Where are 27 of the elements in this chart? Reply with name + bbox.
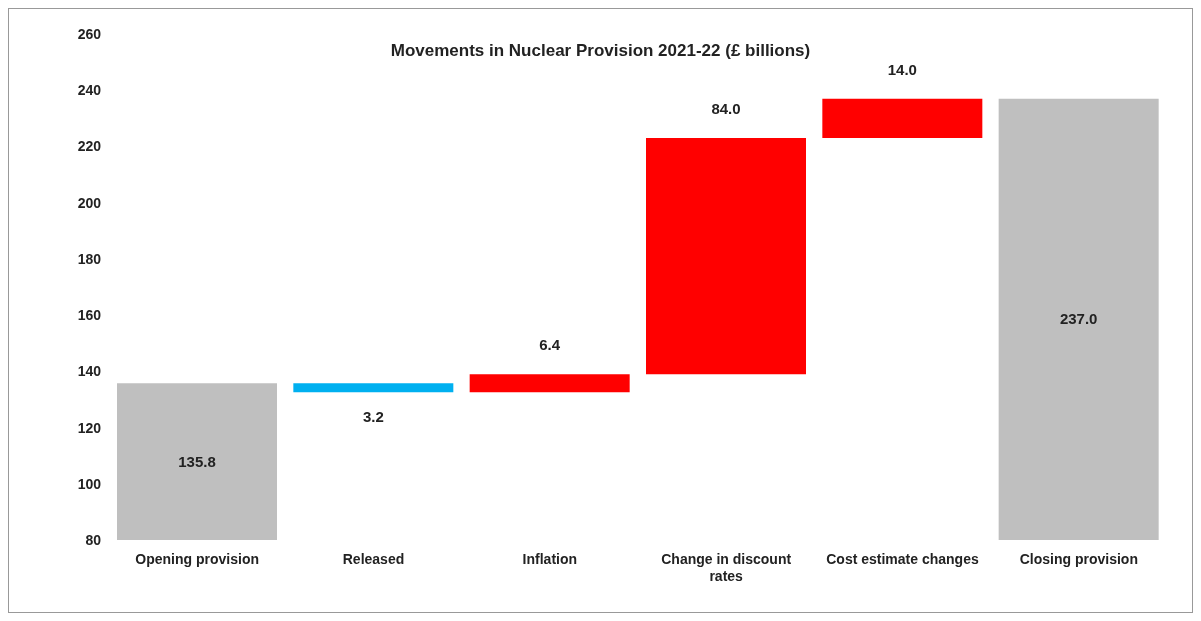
x-tick-label: Opening provision: [135, 551, 259, 567]
data-label: 14.0: [887, 60, 917, 78]
bar: [293, 383, 454, 393]
bar: [469, 374, 630, 393]
y-tick-label: 120: [77, 419, 102, 436]
chart-title: Movements in Nuclear Provision 2021-22 (£ billions): [389, 41, 812, 61]
x-tick-label: Change in discount rates: [661, 551, 792, 584]
y-tick-label: 140: [77, 363, 102, 380]
y-tick-label: 260: [77, 25, 102, 42]
y-tick-label: 240: [77, 82, 102, 99]
data-label: 84.0: [711, 100, 741, 118]
data-label: 135.8: [178, 452, 216, 470]
bar: [822, 98, 983, 139]
x-tick-label: Closing provision: [1019, 551, 1138, 567]
data-label: 3.2: [362, 408, 384, 426]
x-tick-label: Released: [342, 551, 405, 567]
y-tick-label: 200: [77, 194, 102, 211]
y-tick-label: 220: [77, 138, 102, 155]
data-label: 6.4: [539, 336, 561, 354]
y-tick-label: 180: [77, 250, 102, 267]
y-tick-label: 80: [85, 531, 102, 548]
y-tick-label: 160: [77, 307, 102, 324]
x-tick-label: Inflation: [522, 551, 578, 567]
x-tick-label: Cost estimate changes: [826, 551, 979, 567]
data-label: 237.0: [1059, 310, 1098, 328]
bar: [646, 138, 806, 375]
y-tick-label: 100: [77, 475, 102, 492]
